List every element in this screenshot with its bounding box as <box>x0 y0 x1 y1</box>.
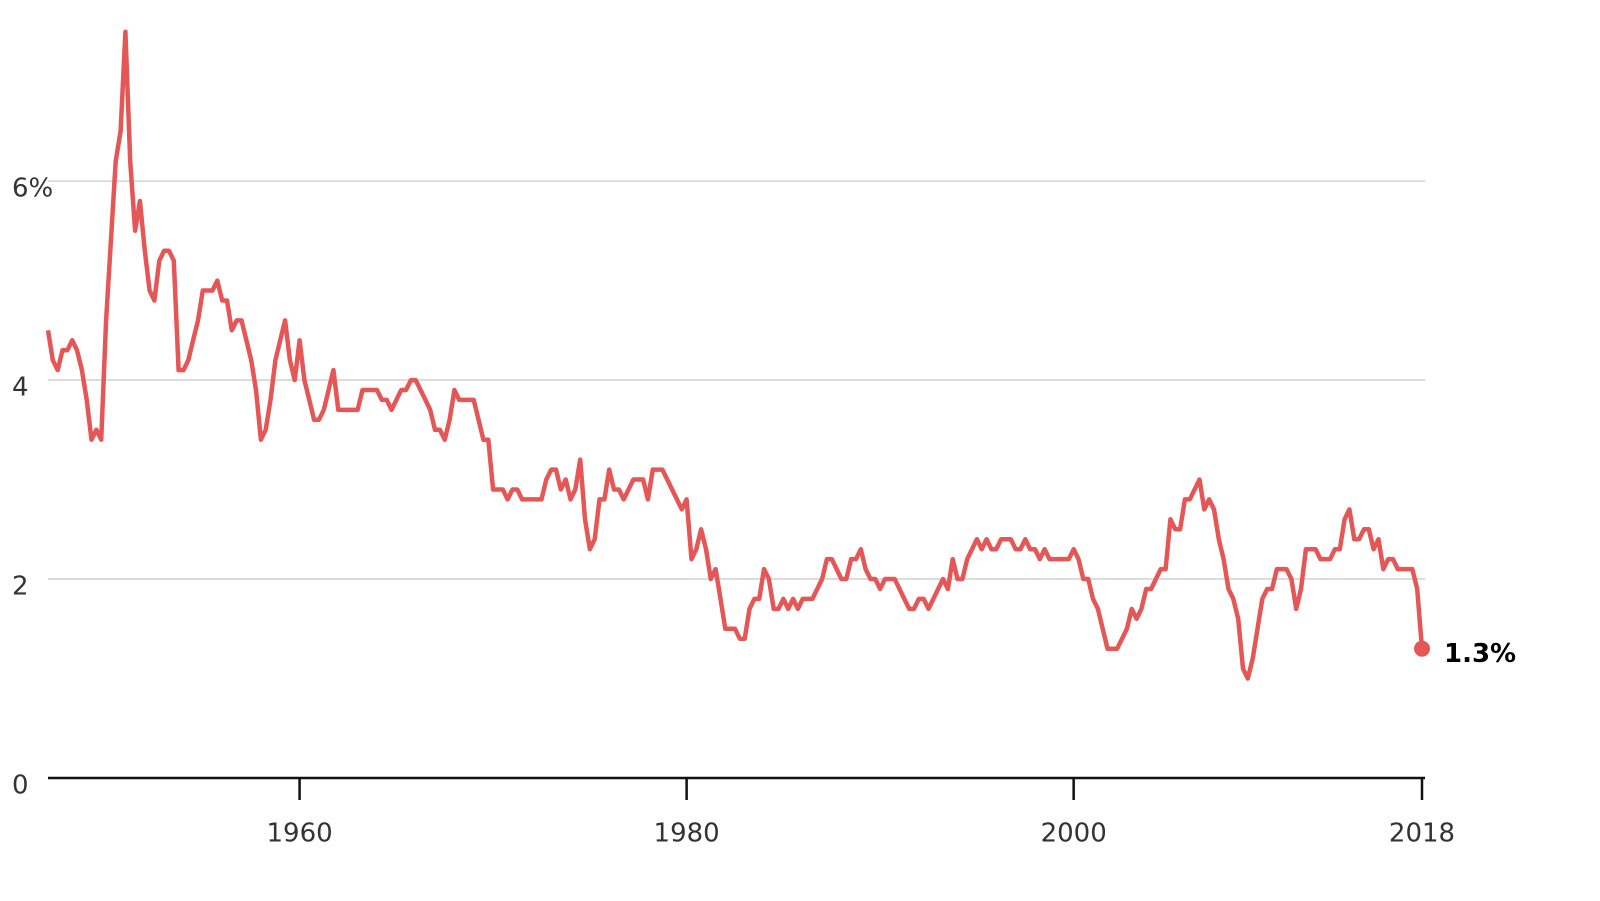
line <box>45 29 1425 681</box>
x-tick-label: 1960 <box>266 819 332 849</box>
y-tick-label: 0 <box>12 771 29 801</box>
end-dot <box>1414 640 1430 657</box>
x-tick-label: 2000 <box>1041 819 1107 849</box>
x-tick-label: 1980 <box>654 819 720 849</box>
x-tick-label: 2018 <box>1389 819 1455 849</box>
end-label: 1.3% <box>1444 639 1516 669</box>
y-tick-label: 6% <box>12 174 53 204</box>
y-tick-label: 2 <box>12 572 29 602</box>
y-tick-label: 4 <box>12 373 29 403</box>
